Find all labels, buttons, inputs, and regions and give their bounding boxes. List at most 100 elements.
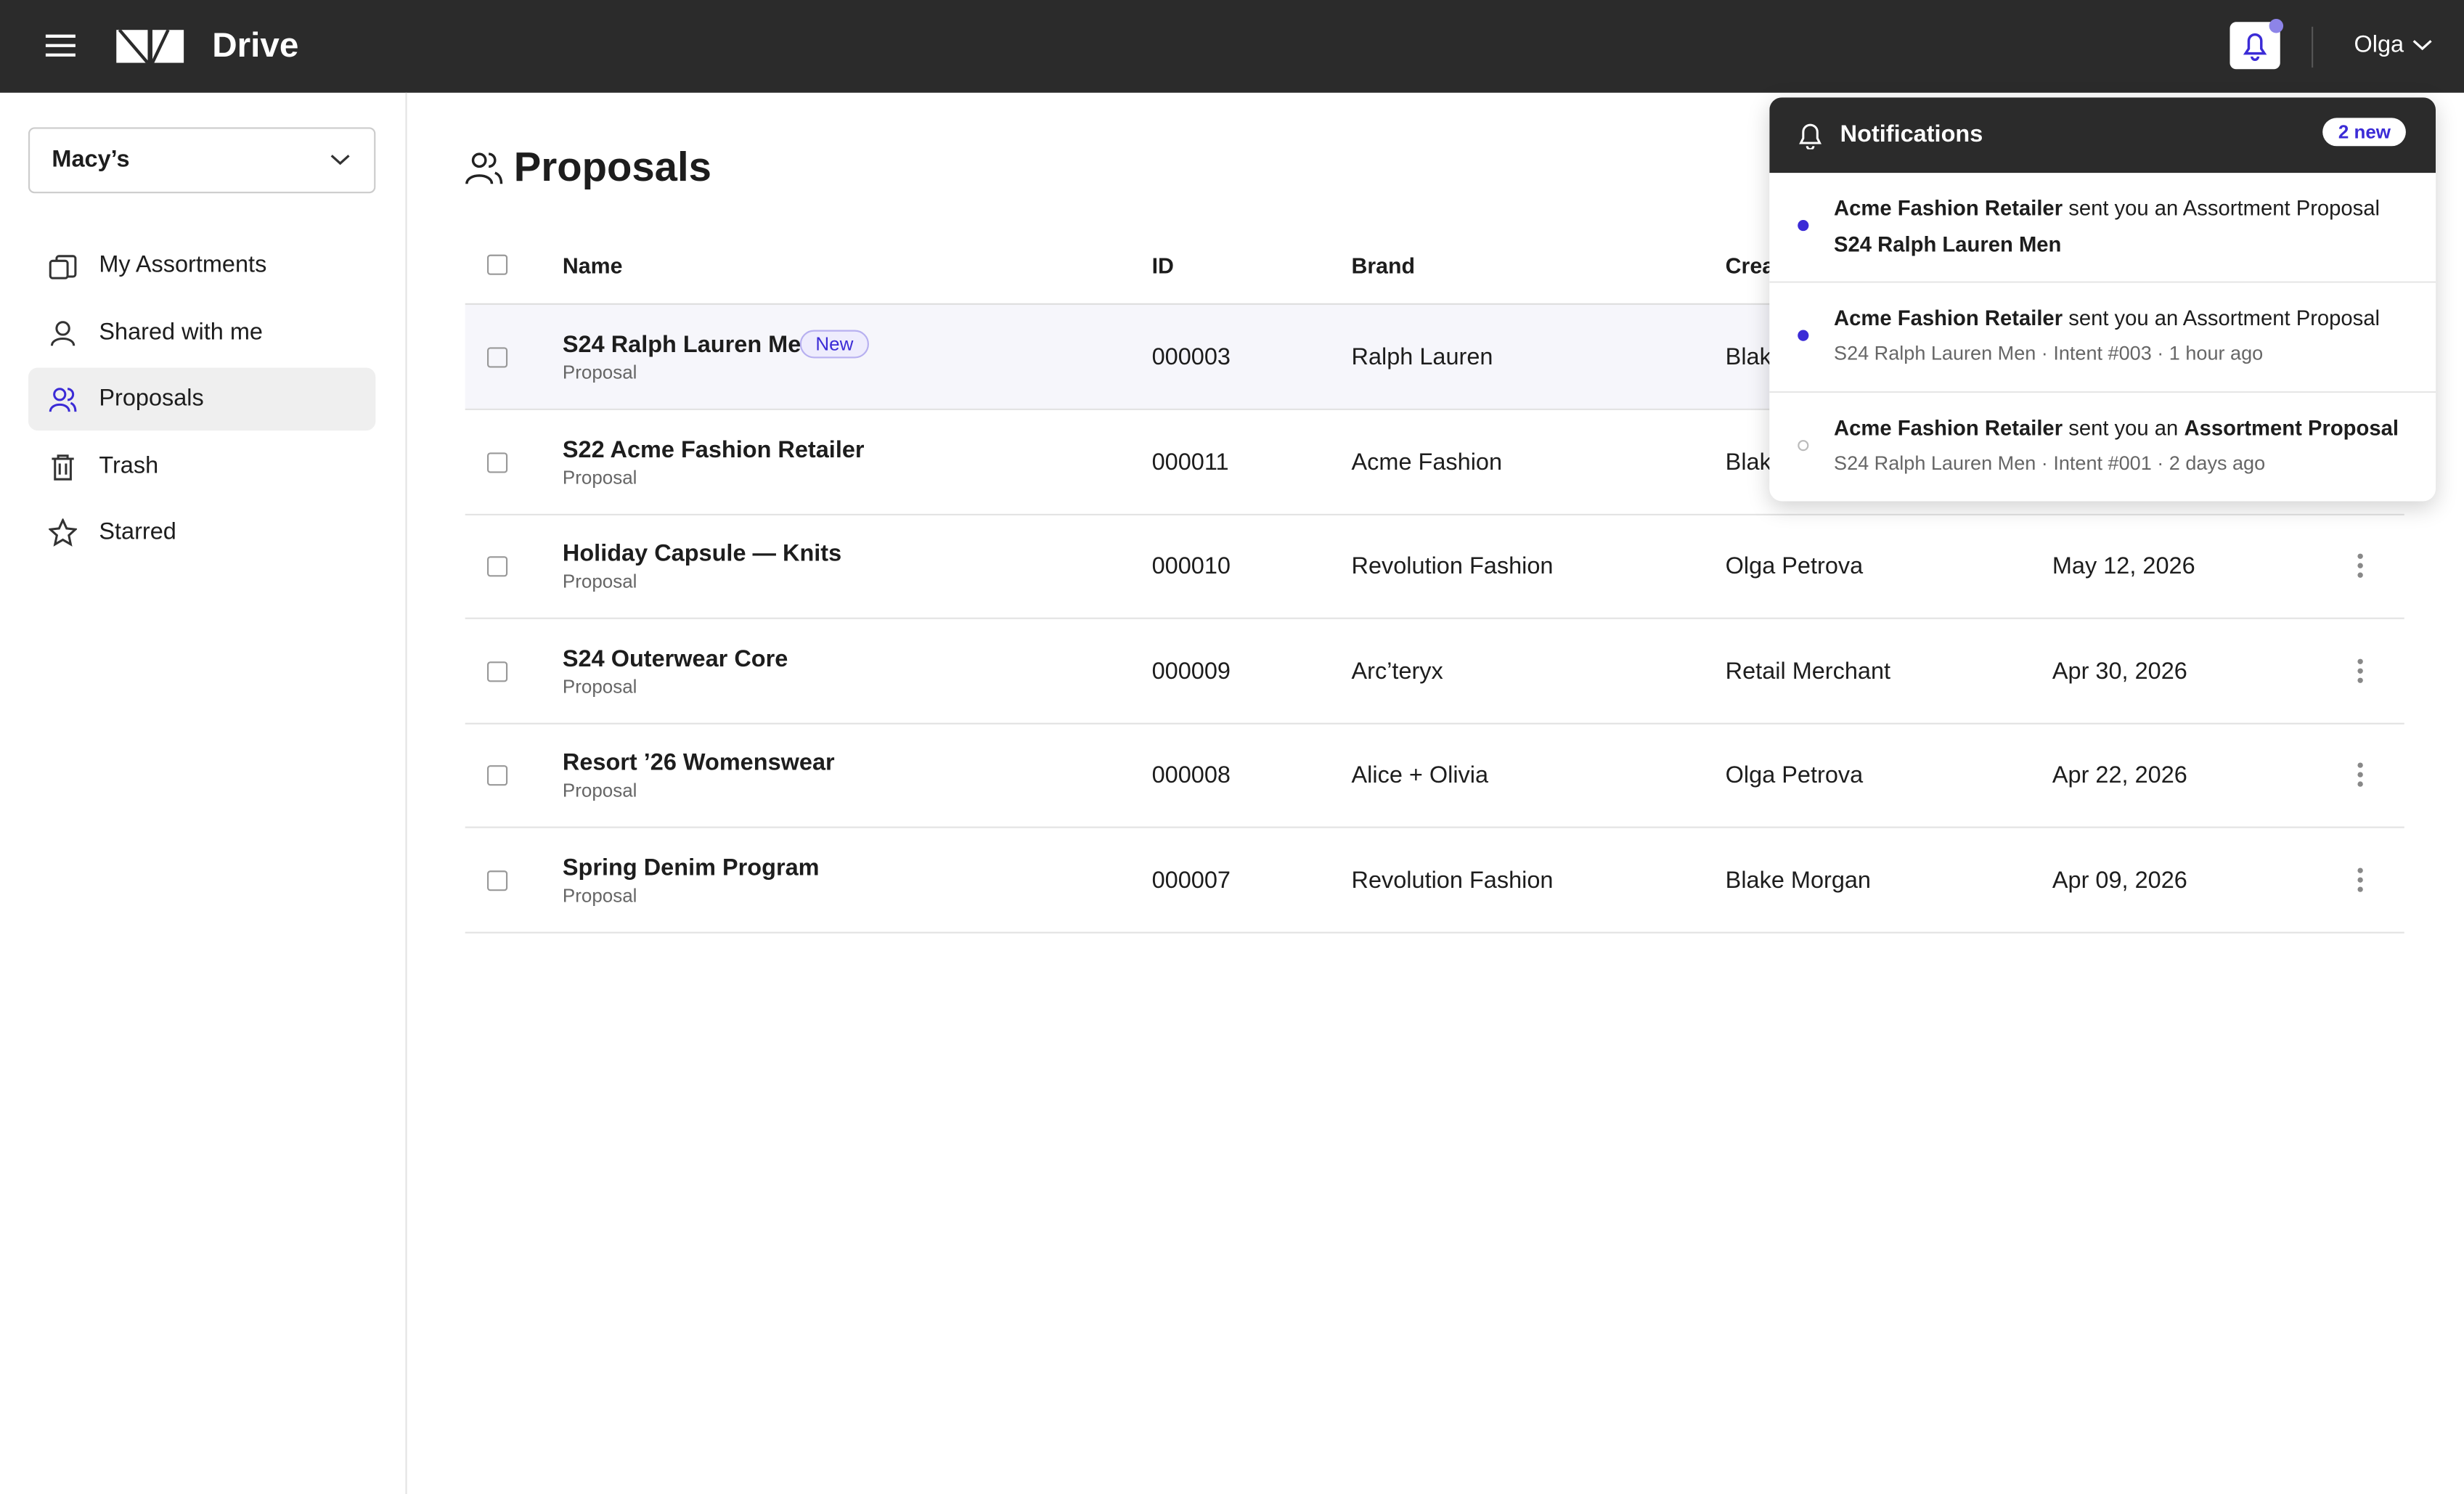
notification-dot <box>2269 18 2284 33</box>
table-row[interactable] <box>465 619 2404 724</box>
notification-text: Acme Fashion Retailer sent you an Assort… <box>1834 306 2380 330</box>
row-brand: Arc’teryx <box>1351 657 1443 685</box>
checkbox[interactable] <box>487 870 508 891</box>
checkbox[interactable] <box>487 661 508 682</box>
row-brand: Ralph Lauren <box>1351 344 1493 371</box>
row-menu[interactable] <box>2356 552 2365 588</box>
nav-label: Trash <box>99 452 159 479</box>
notification-detail: S24 Ralph Lauren Men · Intent #001 · 2 d… <box>1834 452 2266 475</box>
row-brand: Revolution Fashion <box>1351 552 1554 580</box>
page-title: Proposals <box>513 142 711 190</box>
new-badge: 2 new <box>2322 118 2407 147</box>
row-name: Resort ’26 Womenswear <box>562 749 835 777</box>
panel-title: Notifications <box>1840 121 1983 148</box>
notification-detail: S24 Ralph Lauren Men · Intent #003 · 1 h… <box>1834 342 2264 365</box>
table-row[interactable] <box>465 409 2404 515</box>
page-icon <box>465 150 503 195</box>
row-creator: Olga Petrova <box>1725 762 1864 789</box>
row-menu[interactable] <box>2356 656 2365 693</box>
org-name: Macy’s <box>52 146 130 174</box>
nav-label: Proposals <box>99 385 204 412</box>
sidebar: Macy’s My Assortments Shared with me Propo… <box>0 92 407 1494</box>
row-creator: Blake Morgan <box>1725 866 1872 894</box>
row-date: May 12, 2026 <box>2052 552 2195 580</box>
nav-item[interactable]: Trash <box>28 434 375 497</box>
notification-text: Acme Fashion Retailer sent you an Assort… <box>1834 417 2399 440</box>
nav-item[interactable]: My Assortments <box>28 234 375 298</box>
text-part: sent you an Assortment Proposal <box>2068 196 2381 221</box>
table-header <box>465 239 2404 305</box>
notification-item[interactable]: Acme Fashion Retailer sent you an Assort… <box>1769 393 2436 501</box>
text-part: sent you an <box>2068 416 2179 441</box>
notification-detail: S24 Ralph Lauren Men <box>1834 232 2062 256</box>
row-id: 000008 <box>1151 762 1231 789</box>
checkbox[interactable] <box>487 556 508 577</box>
app-name: Drive <box>212 25 299 65</box>
logo <box>116 30 184 63</box>
column-header: Name <box>562 253 623 279</box>
text-part: Acme Fashion Retailer <box>1834 306 2063 330</box>
row-type: Proposal <box>562 674 637 697</box>
text-part: Assortment Proposal <box>2184 416 2399 441</box>
notification-item[interactable]: Acme Fashion Retailer sent you an Assort… <box>1769 173 2436 283</box>
nav-item[interactable]: Starred <box>28 501 375 564</box>
unread-dot <box>1798 330 1809 341</box>
menu-button[interactable] <box>45 33 77 58</box>
org-select[interactable]: Macy’s <box>28 127 376 194</box>
row-id: 000007 <box>1151 866 1231 894</box>
row-id: 000010 <box>1151 552 1231 580</box>
row-creator: Retail Merchant <box>1725 657 1891 685</box>
checkbox[interactable] <box>487 765 508 786</box>
nav-item[interactable]: Shared with me <box>28 301 375 364</box>
row-id: 000011 <box>1151 448 1229 475</box>
nav-item[interactable]: Proposals <box>28 367 376 431</box>
row-id: 000009 <box>1151 657 1231 685</box>
row-brand: Acme Fashion <box>1351 448 1503 475</box>
row-type: Proposal <box>562 361 637 384</box>
row-name: Holiday Capsule — Knits <box>562 540 842 568</box>
row-menu[interactable] <box>2356 761 2365 797</box>
row-creator: Olga Petrova <box>1725 552 1864 580</box>
row-name: S24 Ralph Lauren Men <box>562 331 816 359</box>
text-part: Acme Fashion Retailer <box>1834 196 2063 221</box>
nav-label: My Assortments <box>99 251 267 279</box>
text-part: sent you an Assortment Proposal <box>2068 306 2381 330</box>
notification-item[interactable]: Acme Fashion Retailer sent you an Assort… <box>1769 283 2436 393</box>
checkbox[interactable] <box>487 254 508 275</box>
checkbox[interactable] <box>487 452 508 473</box>
unread-dot <box>1798 220 1809 232</box>
row-type: Proposal <box>562 883 637 906</box>
notification-text: Acme Fashion Retailer sent you an Assort… <box>1834 197 2380 220</box>
table-row[interactable] <box>465 723 2404 828</box>
row-id: 000003 <box>1151 344 1231 371</box>
top-bar: Drive Olga <box>0 0 2464 93</box>
row-brand: Alice + Olivia <box>1351 762 1489 789</box>
row-menu[interactable] <box>2356 865 2365 902</box>
row-type: Proposal <box>562 570 637 593</box>
row-name: S24 Outerwear Core <box>562 645 788 672</box>
row-type: Proposal <box>562 465 637 489</box>
table-row[interactable] <box>465 514 2404 619</box>
nav-label: Starred <box>99 518 176 546</box>
user-menu[interactable]: Olga <box>2354 31 2404 59</box>
row-date: Apr 22, 2026 <box>2052 762 2187 789</box>
column-header: ID <box>1151 253 1174 279</box>
row-date: Apr 09, 2026 <box>2052 866 2187 894</box>
text-part: Acme Fashion Retailer <box>1834 416 2063 441</box>
chevron <box>2412 40 2432 51</box>
checkbox[interactable] <box>487 347 508 368</box>
nav-label: Shared with me <box>99 318 263 346</box>
row-name: Spring Denim Program <box>562 854 820 881</box>
row-brand: Revolution Fashion <box>1351 866 1554 894</box>
row-name: S22 Acme Fashion Retailer <box>562 436 865 463</box>
unread-dot <box>1798 440 1809 452</box>
row-type: Proposal <box>562 779 637 801</box>
new-badge: New <box>799 330 870 359</box>
row-date: Apr 30, 2026 <box>2052 657 2187 685</box>
divider <box>2312 26 2314 68</box>
column-header: Brand <box>1351 253 1416 279</box>
table-row[interactable] <box>465 828 2404 933</box>
notifications-panel: Notifications 2 new Acme Fashion Retaile… <box>1769 97 2436 502</box>
panel-header: Notifications 2 new <box>1769 97 2436 174</box>
